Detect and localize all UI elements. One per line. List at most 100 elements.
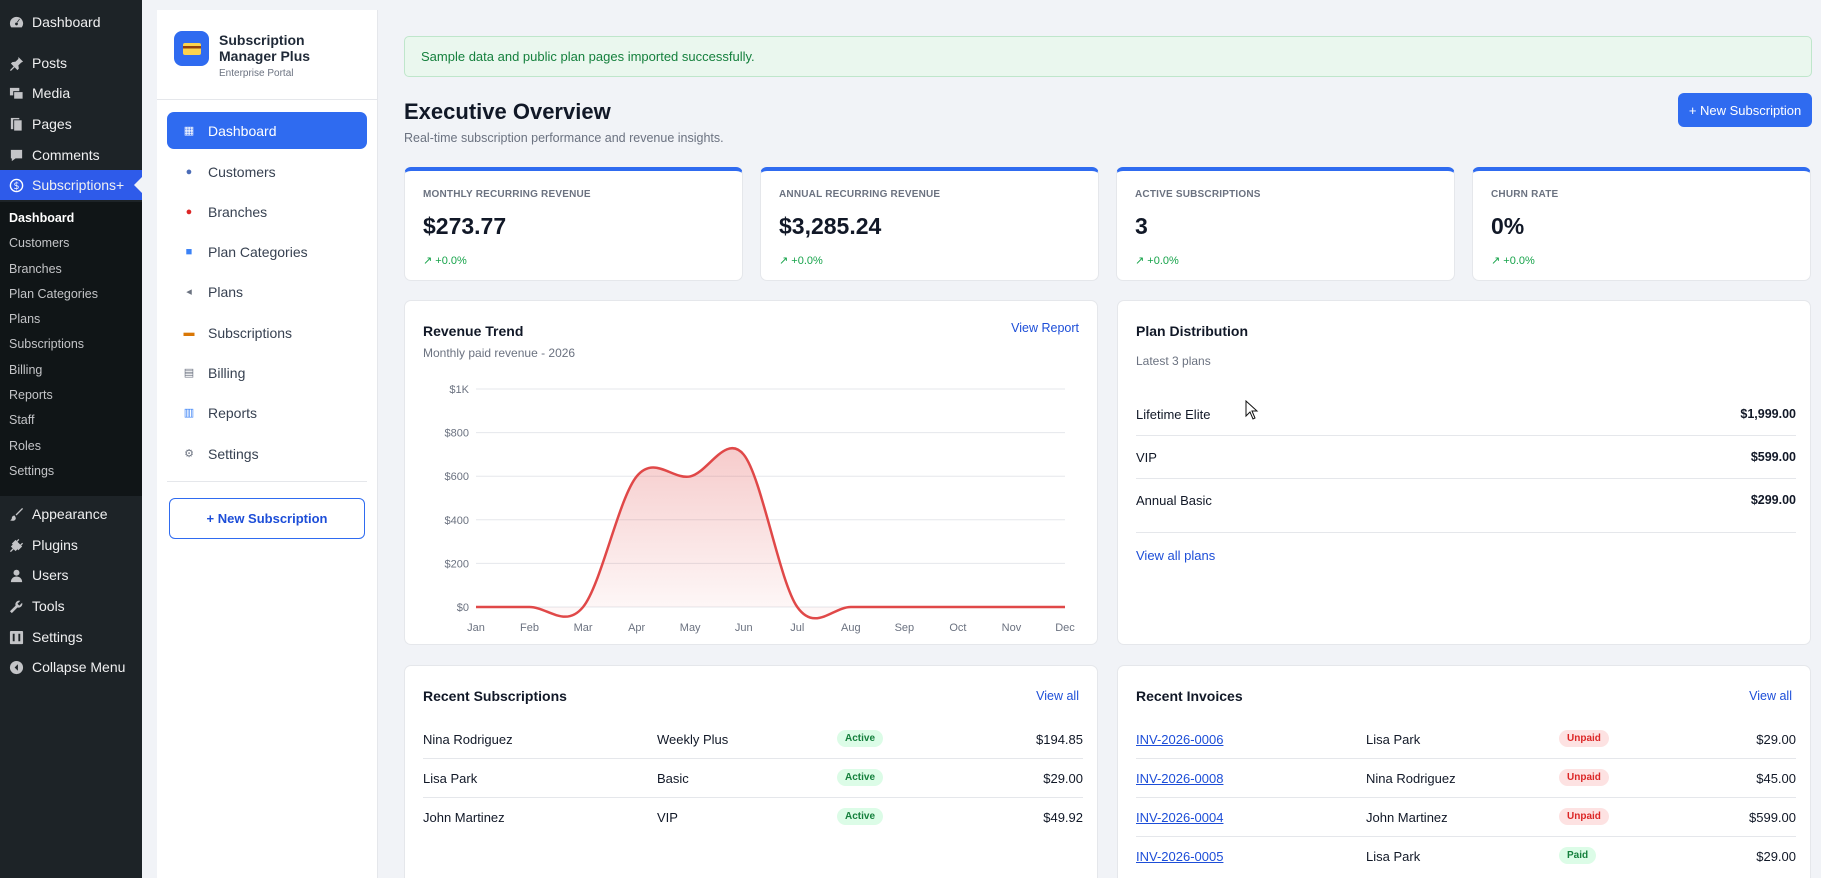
wp-menu-dashboard[interactable]: Dashboard <box>0 7 142 37</box>
customer-name: Lisa Park <box>1366 732 1421 747</box>
table-row: INV-2026-0008 Nina Rodriguez Unpaid $45.… <box>1136 759 1796 798</box>
wp-menu-appearance[interactable]: Appearance <box>0 499 142 529</box>
kpi-card-mrr: MONTHLY RECURRING REVENUE $273.77 ↗ +0.0… <box>404 167 743 281</box>
wp-submenu-item[interactable]: Dashboard <box>9 211 75 225</box>
wp-menu-pages[interactable]: Pages <box>0 109 142 139</box>
pin-icon: ● <box>185 205 193 218</box>
amount: $29.00 <box>1756 849 1796 864</box>
wp-submenu-item[interactable]: Staff <box>9 413 35 427</box>
wp-submenu-item[interactable]: Subscriptions <box>9 337 85 351</box>
wp-submenu-item[interactable]: Settings <box>9 464 55 478</box>
table-row[interactable]: Lisa Park Basic Active $29.00 <box>423 759 1083 798</box>
kpi-value: $273.77 <box>423 213 507 239</box>
kpi-card-churn-rate: CHURN RATE 0% ↗ +0.0% <box>1472 167 1811 281</box>
plan-name: Lifetime Elite <box>1136 407 1211 422</box>
revenue-chart: $0 $200 $400 $600 $800 $1K Jan Feb Mar Apr May Jun J… <box>445 384 1076 634</box>
wp-menu-comments[interactable]: Comments <box>0 140 142 170</box>
table-row[interactable]: Nina Rodriguez Weekly Plus Active $194.8… <box>423 720 1083 759</box>
nav-billing[interactable]: ▤ Billing <box>167 354 367 391</box>
nav-customers[interactable]: ● Customers <box>167 153 367 190</box>
new-subscription-button[interactable]: + New Subscription <box>1678 93 1812 127</box>
page-subtitle: Real-time subscription performance and r… <box>404 131 724 145</box>
status-badge: Paid <box>1559 847 1597 864</box>
brand-subtitle: Enterprise Portal <box>219 68 294 79</box>
wp-submenu-item[interactable]: Roles <box>9 439 41 453</box>
plan-row: Lifetime Elite $1,999.00 <box>1136 393 1796 436</box>
status-badge: Unpaid <box>1559 730 1609 747</box>
settings-icon <box>8 629 24 645</box>
wp-menu-tools[interactable]: Tools <box>0 591 142 621</box>
invoice-link[interactable]: INV-2026-0006 <box>1136 732 1224 747</box>
plan-distribution-card: Plan Distribution Latest 3 plans Lifetim… <box>1117 300 1811 645</box>
wp-submenu: Dashboard Customers Branches Plan Catego… <box>0 202 142 496</box>
customers-icon: ● <box>185 165 193 178</box>
x-tick-label: May <box>680 622 701 634</box>
amount: $49.92 <box>1043 810 1083 825</box>
plan-price: $299.00 <box>1750 493 1796 507</box>
y-tick-label: $600 <box>445 471 469 483</box>
table-row: INV-2026-0005 Lisa Park Paid $29.00 <box>1136 837 1796 876</box>
wp-menu-media[interactable]: Media <box>0 78 142 108</box>
amount: $29.00 <box>1756 732 1796 747</box>
customer-name: Lisa Park <box>1366 849 1421 864</box>
view-all-subscriptions-link[interactable]: View all <box>1036 689 1079 703</box>
plugin-sidebar: Subscription Manager Plus Enterprise Por… <box>157 10 378 878</box>
y-tick-label: $400 <box>445 515 469 527</box>
status-badge: Active <box>837 769 884 786</box>
new-subscription-button[interactable]: + New Subscription <box>169 498 365 539</box>
y-tick-label: $800 <box>445 428 469 440</box>
nav-subscriptions[interactable]: ▬ Subscriptions <box>167 314 367 351</box>
wp-submenu-item[interactable]: Billing <box>9 363 43 377</box>
nav-plans[interactable]: ◂ Plans <box>167 273 367 310</box>
wp-submenu-item[interactable]: Customers <box>9 236 70 250</box>
wp-submenu-item[interactable]: Branches <box>9 262 62 276</box>
wp-menu-settings[interactable]: Settings <box>0 622 142 652</box>
customer-name: Lisa Park <box>423 771 478 786</box>
wp-menu-users[interactable]: Users <box>0 560 142 590</box>
kpi-delta: ↗ +0.0% <box>779 255 823 267</box>
wp-submenu-item[interactable]: Plans <box>9 312 41 326</box>
invoice-link[interactable]: INV-2026-0008 <box>1136 771 1224 786</box>
invoice-link[interactable]: INV-2026-0004 <box>1136 810 1224 825</box>
view-all-invoices-link[interactable]: View all <box>1749 689 1792 703</box>
folder-icon: ■ <box>185 245 193 258</box>
invoice-link[interactable]: INV-2026-0005 <box>1136 849 1224 864</box>
y-tick-label: $1K <box>449 384 469 396</box>
collapse-icon <box>8 659 24 675</box>
view-report-link[interactable]: View Report <box>1011 321 1079 335</box>
view-all-plans-link[interactable]: View all plans <box>1136 548 1216 563</box>
wp-menu-posts[interactable]: Posts <box>0 48 142 78</box>
amount: $45.00 <box>1756 771 1796 786</box>
dashboard-icon: ▦ <box>183 125 195 137</box>
table-row[interactable]: John Martinez VIP Active $49.92 <box>423 798 1083 837</box>
table-row: INV-2026-0006 Lisa Park Unpaid $29.00 <box>1136 720 1796 759</box>
wp-menu-plugins[interactable]: Plugins <box>0 530 142 560</box>
wp-admin-sidebar: Dashboard Posts Media Pages Comments $ S… <box>0 0 142 878</box>
revenue-trend-card: Revenue Trend Monthly paid revenue - 202… <box>404 300 1098 645</box>
pin-icon <box>8 55 24 71</box>
wp-menu-collapse[interactable]: Collapse Menu <box>0 652 142 682</box>
user-icon <box>8 567 24 583</box>
x-tick-label: Dec <box>1055 622 1075 634</box>
status-badge: Unpaid <box>1559 769 1609 786</box>
credit-card-icon <box>174 31 209 66</box>
card-title: Plan Distribution <box>1136 323 1248 339</box>
nav-plan-categories[interactable]: ■ Plan Categories <box>167 233 367 270</box>
kpi-label: ACTIVE SUBSCRIPTIONS <box>1135 189 1261 200</box>
current-menu-arrow <box>134 177 142 193</box>
brand: Subscription Manager Plus <box>174 31 364 91</box>
wp-menu-subscriptions[interactable]: $ Subscriptions+ <box>0 170 142 200</box>
nav-dashboard[interactable]: ▦ Dashboard <box>167 112 367 149</box>
nav-branches[interactable]: ● Branches <box>167 193 367 230</box>
x-tick-label: Mar <box>574 622 593 634</box>
amount: $599.00 <box>1749 810 1796 825</box>
wp-submenu-item[interactable]: Reports <box>9 388 53 402</box>
kpi-label: CHURN RATE <box>1491 189 1559 200</box>
divider <box>157 99 378 100</box>
plan-row: Annual Basic $299.00 <box>1136 479 1796 533</box>
wp-submenu-item[interactable]: Plan Categories <box>9 287 98 301</box>
nav-reports[interactable]: ▥ Reports <box>167 394 367 431</box>
tag-icon: ◂ <box>186 286 192 298</box>
nav-settings[interactable]: ⚙ Settings <box>167 435 367 472</box>
kpi-value: 3 <box>1135 213 1148 239</box>
